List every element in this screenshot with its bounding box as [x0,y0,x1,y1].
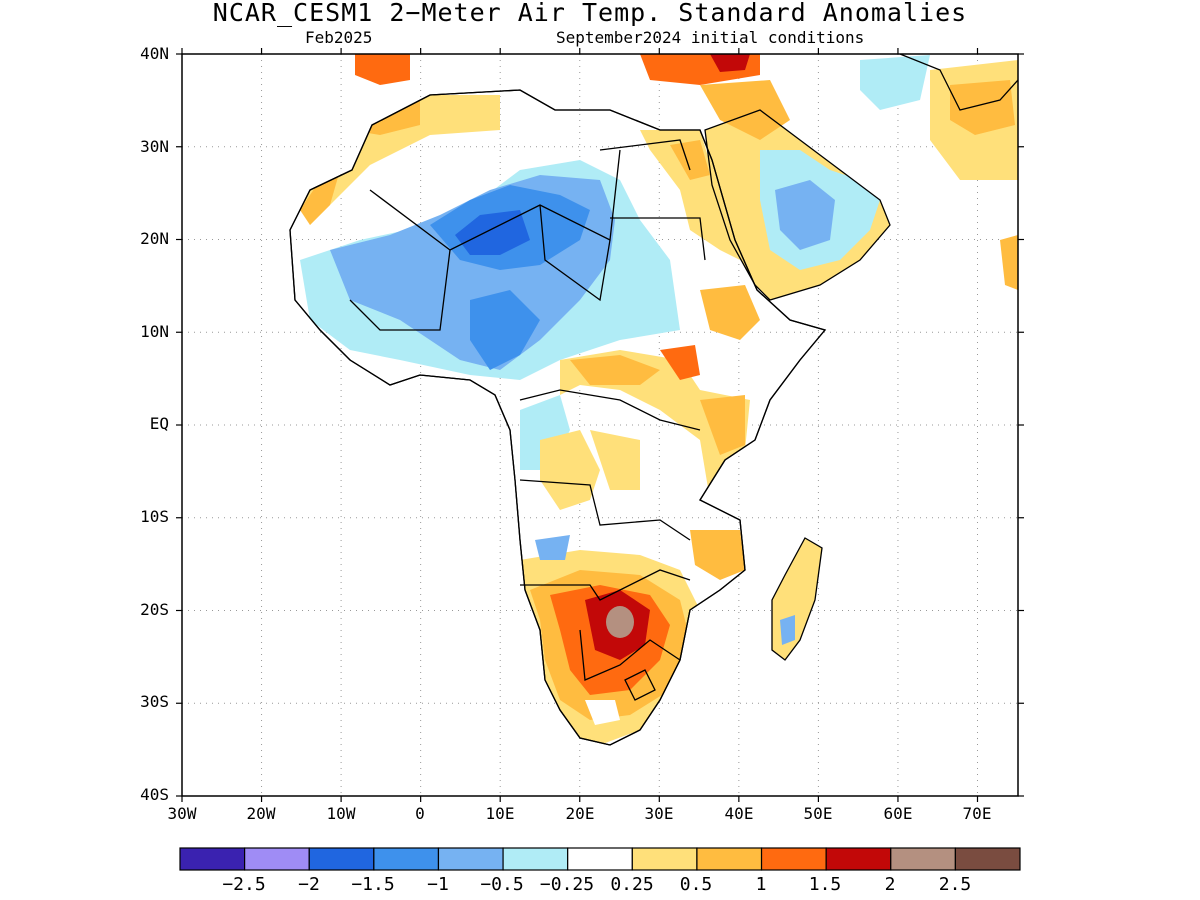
colorbar-swatch [631,847,698,871]
colorbar-swatch [308,847,375,871]
colorbar-label: −2.5 [222,874,266,895]
lat-label: 30S [140,692,169,711]
colorbar-swatch [825,847,892,871]
anomaly-field [300,54,1018,745]
lon-label: 30E [644,804,674,823]
colorbar-label: 0.25 [610,874,654,895]
colorbar [179,847,1021,871]
colorbar-swatch [179,847,246,871]
colorbar-label: 1 [755,874,767,895]
lat-label: 10N [140,322,169,341]
coastlines-and-borders [289,54,1018,746]
colorbar-swatch [890,847,956,871]
colorbar-label: −1.5 [351,874,395,895]
lat-label: 20S [140,600,169,619]
colorbar-swatch [244,847,310,871]
lat-label: 40N [140,44,169,63]
lon-label: 30W [167,804,197,823]
lon-label: 10E [485,804,515,823]
colorbar-label: −2 [298,874,320,895]
colorbar-label: 2.5 [938,874,972,895]
lat-label: 20N [140,229,169,248]
colorbar-label: −0.5 [480,874,524,895]
axis-ticks [176,48,1024,802]
colorbar-swatch [696,847,763,871]
colorbar-label: 1.5 [808,874,842,895]
lat-label: 40S [140,785,169,804]
colorbar-swatch [502,847,569,871]
lon-label: 50E [803,804,833,823]
lat-label: EQ [149,414,169,433]
colorbar-label: 2 [884,874,896,895]
lat-label: 30N [140,137,169,156]
colorbar-swatch [437,847,504,871]
map-title: NCAR_CESM1 2−Meter Air Temp. Standard An… [212,0,968,27]
lon-label: 40E [724,804,754,823]
colorbar-label: 0.5 [679,874,713,895]
lat-label: 10S [140,507,169,526]
lon-label: 0 [415,804,425,823]
forecast-month: Feb2025 [305,28,373,47]
colorbar-swatch [760,847,827,871]
lon-label: 20W [246,804,276,823]
lon-label: 10W [326,804,356,823]
lon-label: 60E [883,804,913,823]
initial-conditions: September2024 initial conditions [556,28,865,47]
lon-label: 20E [565,804,595,823]
colorbar-swatch [567,847,633,871]
lon-label: 70E [962,804,992,823]
map-frame [182,54,1018,796]
colorbar-swatch [373,847,440,871]
colorbar-label: −0.25 [539,874,595,895]
colorbar-swatch [954,847,1021,871]
colorbar-label: −1 [427,874,449,895]
